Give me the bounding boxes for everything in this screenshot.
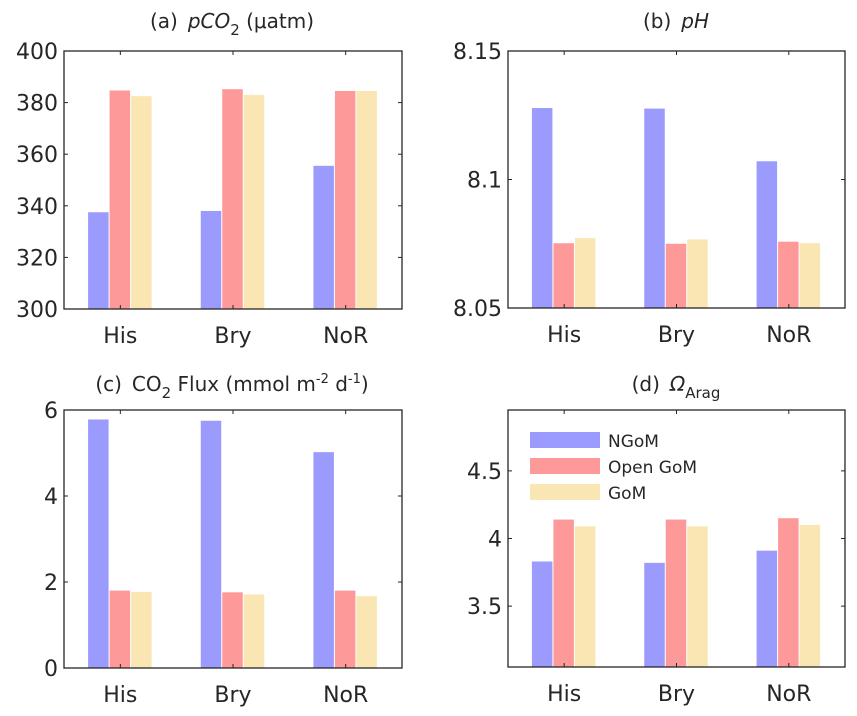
bar-open-gom-his	[109, 90, 131, 309]
legend-label: NGoM	[608, 432, 659, 452]
bar-ngom-bry	[644, 562, 665, 667]
subplot-d: (d) ΩArag His Bry NoR 3.5 4 4.5 NGoM Open GoM GoM	[467, 372, 846, 707]
title-superscript: -1	[348, 372, 361, 387]
bar-ngom-nor	[756, 550, 778, 667]
y-tick-label: 6	[44, 399, 58, 424]
y-tick-label: 360	[16, 143, 58, 168]
y-tick-label: 8.15	[453, 40, 502, 65]
title-suffix: (μatm)	[240, 9, 314, 33]
bar-gom-bry	[687, 526, 708, 667]
axes-frame	[63, 50, 403, 310]
x-tick-label: Bry	[214, 324, 251, 349]
bar-open-gom-nor	[778, 241, 799, 308]
title-mid: d	[329, 372, 348, 396]
bar-ngom-nor	[313, 452, 334, 668]
bar-open-gom-nor	[778, 518, 799, 667]
legend-swatch	[530, 484, 600, 500]
x-tick-label: NoR	[323, 683, 368, 708]
y-tick-label: 300	[16, 298, 58, 323]
title-subscript: Arag	[685, 384, 720, 402]
bar-ngom-nor	[756, 161, 778, 308]
y-tick-label: 320	[16, 246, 58, 271]
y-tick-label: 4	[44, 485, 58, 510]
bar-ngom-his	[88, 212, 109, 309]
bar-open-gom-bry	[222, 89, 243, 310]
x-tick-label: His	[103, 324, 137, 349]
bar-ngom-nor	[313, 165, 334, 309]
axes-frame	[63, 409, 403, 669]
x-tick-label: His	[103, 683, 137, 708]
bar-open-gom-bry	[665, 519, 687, 667]
title-main: Ω	[669, 372, 686, 396]
y-tick-label: 8.05	[453, 297, 502, 322]
bar-gom-his	[131, 96, 152, 310]
bar-gom-nor	[799, 243, 821, 308]
title-label: (b)	[643, 9, 671, 33]
bar-ngom-bry	[200, 210, 222, 309]
subplot-title: (a) pCO2 (μatm)	[150, 9, 314, 39]
title-main: pH	[680, 9, 709, 33]
bar-ngom-his	[531, 108, 553, 308]
bar-gom-nor	[356, 596, 377, 668]
subplot-b: (b) pH His Bry NoR 8.05 8.1 8.15	[453, 9, 846, 348]
bar-gom-his	[574, 238, 596, 308]
bar-open-gom-nor	[334, 90, 356, 310]
y-tick-label: 380	[16, 92, 58, 117]
title-main: pCO	[187, 9, 230, 33]
x-tick-label: NoR	[766, 323, 811, 348]
bar-ngom-bry	[644, 108, 665, 309]
bar-open-gom-nor	[334, 590, 356, 668]
bar-open-gom-his	[553, 243, 574, 308]
legend-swatch	[530, 458, 600, 474]
y-tick-label: 0	[44, 657, 58, 682]
bar-open-gom-his	[553, 519, 574, 667]
title-subscript: 2	[230, 21, 240, 39]
x-tick-label: Bry	[214, 683, 251, 708]
bar-gom-bry	[243, 94, 265, 309]
y-tick-label: 3.5	[467, 595, 502, 620]
subplot-title: (c) CO2 Flux (mmol m-2 d-1)	[95, 372, 368, 402]
title-subscript: 2	[162, 384, 172, 402]
title-end: )	[361, 372, 369, 396]
x-tick-label: His	[547, 682, 581, 707]
title-superscript: -2	[316, 372, 329, 387]
bar-gom-nor	[356, 90, 377, 310]
bar-open-gom-his	[109, 590, 131, 668]
legend-swatch	[530, 432, 600, 448]
title-suffix: Flux (mmol m	[171, 372, 316, 396]
y-tick-label: 8.1	[467, 169, 502, 194]
legend: NGoM Open GoM GoM	[530, 432, 697, 504]
x-tick-label: His	[547, 323, 581, 348]
x-tick-label: Bry	[658, 323, 695, 348]
title-label: (c)	[95, 372, 122, 396]
y-tick-label: 4	[488, 528, 502, 553]
bar-gom-bry	[687, 239, 708, 308]
title-main: CO	[132, 372, 162, 396]
legend-label: Open GoM	[608, 458, 697, 478]
title-label: (a)	[150, 9, 178, 33]
subplot-title: (b) pH	[643, 9, 709, 33]
bar-gom-nor	[799, 524, 821, 667]
bar-open-gom-bry	[665, 243, 687, 308]
subplot-title: (d) ΩArag	[632, 372, 721, 402]
bar-ngom-his	[88, 419, 109, 668]
y-tick-label: 4.5	[467, 460, 502, 485]
y-tick-label: 400	[16, 40, 58, 65]
legend-label: GoM	[608, 484, 646, 504]
bar-gom-his	[574, 526, 596, 667]
bar-gom-bry	[243, 594, 265, 668]
bar-open-gom-bry	[222, 592, 243, 668]
title-label: (d)	[632, 372, 660, 396]
x-tick-label: NoR	[323, 324, 368, 349]
x-tick-label: Bry	[658, 682, 695, 707]
bar-gom-his	[131, 591, 152, 668]
x-tick-label: NoR	[766, 682, 811, 707]
bar-ngom-his	[531, 561, 553, 667]
y-tick-label: 340	[16, 195, 58, 220]
bar-ngom-bry	[200, 420, 222, 668]
y-tick-label: 2	[44, 571, 58, 596]
subplot-a: (a) pCO2 (μatm) His Bry NoR 300 320 340 360 380 40…	[16, 9, 403, 349]
